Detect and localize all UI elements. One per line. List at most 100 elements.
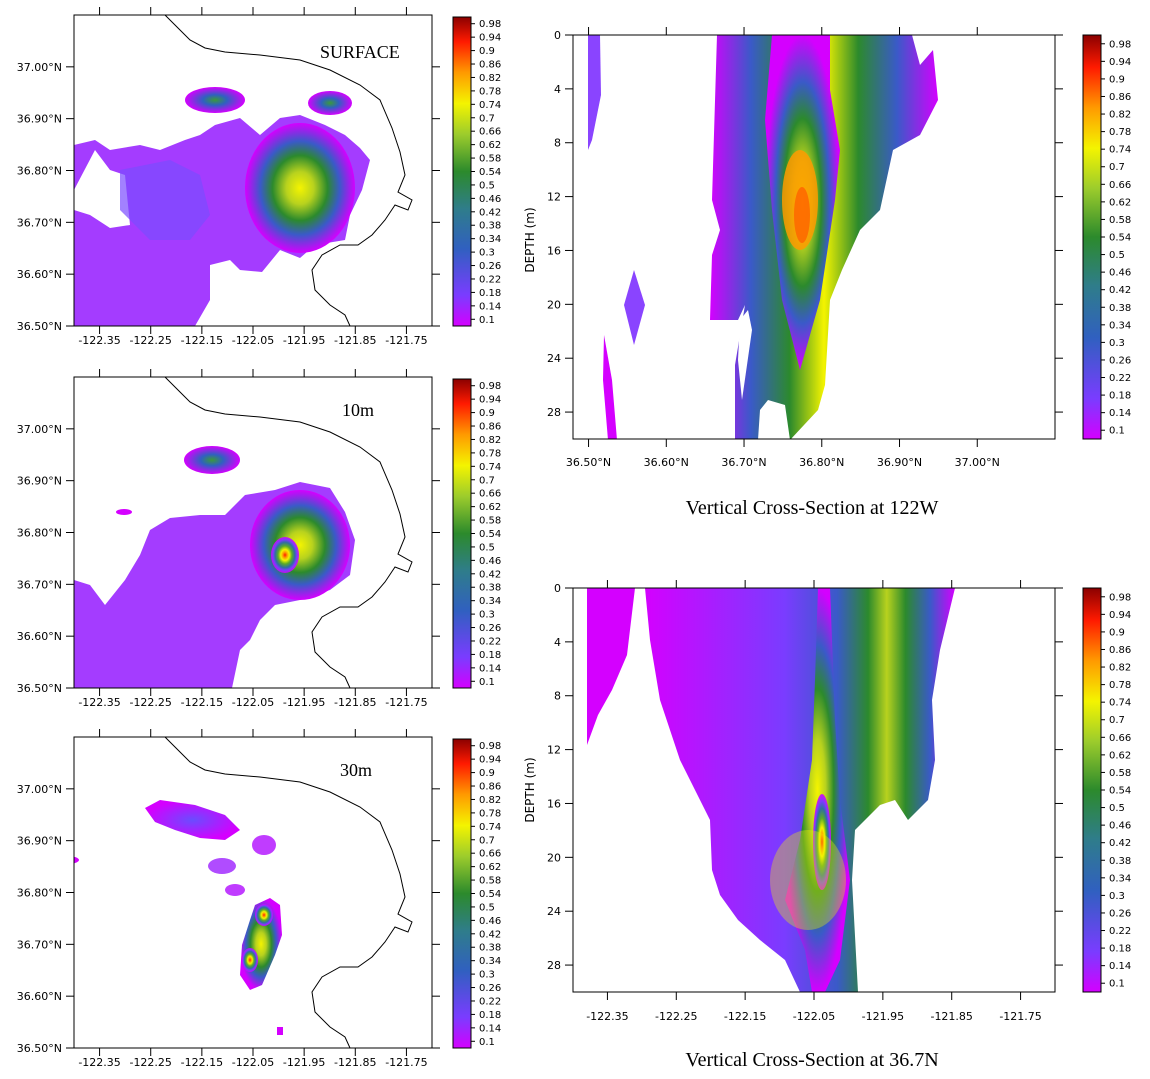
x-tick-label: -121.75 xyxy=(999,1010,1041,1023)
colorbar-label: 0.62 xyxy=(479,502,501,513)
colorbar-label: 0.78 xyxy=(1109,680,1131,691)
sec1-caption: Vertical Cross-Section at 122W xyxy=(686,497,939,519)
colorbar-label: 0.94 xyxy=(479,755,501,766)
x-tick-label: -122.15 xyxy=(181,696,223,709)
colorbar-label: 0.22 xyxy=(479,636,501,647)
x-tick-label: -122.05 xyxy=(232,1056,274,1069)
y-tick-label: 36.50°N xyxy=(17,1042,62,1055)
y-tick-label: 28 xyxy=(547,959,561,972)
colorbar-label: 0.1 xyxy=(479,1037,495,1048)
sec1-sliver xyxy=(603,335,617,439)
sec2-peak xyxy=(813,794,831,890)
x-tick-label: -122.25 xyxy=(129,1056,171,1069)
colorbar-label: 0.66 xyxy=(1109,180,1131,191)
colorbar-label: 0.62 xyxy=(1109,750,1131,761)
x-tick-label: -121.85 xyxy=(334,696,376,709)
y-tick-label: 20 xyxy=(547,298,561,311)
sec2-core xyxy=(785,588,850,992)
colorbar-label: 0.1 xyxy=(1109,426,1125,437)
colorbar-label: 0.26 xyxy=(1109,355,1131,366)
colorbar-label: 0.74 xyxy=(479,822,501,833)
colorbar xyxy=(1082,34,1102,440)
colorbar-label: 0.66 xyxy=(479,127,501,138)
colorbar-label: 0.38 xyxy=(479,943,501,954)
x-tick-label: -121.75 xyxy=(385,696,427,709)
colorbar-label: 0.78 xyxy=(1109,127,1131,138)
colorbar-label: 0.98 xyxy=(479,741,501,752)
y-tick-label: 36.80°N xyxy=(17,887,62,900)
colorbar-label: 0.9 xyxy=(479,768,495,779)
y-tick-label: 24 xyxy=(547,352,561,365)
m10-hotspot-peak xyxy=(271,537,299,573)
surface-field xyxy=(74,15,413,326)
colorbar-label: 0.14 xyxy=(479,301,501,312)
map-panel-surface: SURFACE xyxy=(73,14,433,327)
m30-peak-upper xyxy=(255,904,273,926)
colorbar-label: 0.1 xyxy=(1109,979,1125,990)
x-tick-label: -122.15 xyxy=(724,1010,766,1023)
x-tick-label: -122.15 xyxy=(181,334,223,347)
sec1-peak-inner xyxy=(794,187,810,243)
m10-hotspot-north xyxy=(184,446,240,474)
m30-blob-dot4 xyxy=(252,835,276,855)
m10-dot xyxy=(116,509,132,515)
x-tick-label: 36.80°N xyxy=(799,456,844,469)
y-tick-label: 0 xyxy=(554,582,561,595)
colorbar-label: 0.42 xyxy=(1109,285,1131,296)
colorbar-label: 0.58 xyxy=(1109,215,1131,226)
colorbar-label: 0.42 xyxy=(479,929,501,940)
colorbar-label: 0.86 xyxy=(1109,92,1131,103)
colorbar-label: 0.3 xyxy=(479,248,495,259)
colorbar-label: 0.82 xyxy=(1109,663,1131,674)
colorbar-label: 0.34 xyxy=(479,596,501,607)
surface-hotspot-core xyxy=(245,123,355,253)
colorbar-label: 0.98 xyxy=(479,381,501,392)
surface-coastline xyxy=(164,15,413,326)
map-panel-10m: 10m xyxy=(73,376,433,689)
colorbar-label: 0.14 xyxy=(479,663,501,674)
colorbar-label: 0.14 xyxy=(1109,408,1131,419)
m10-title: 10m xyxy=(342,400,374,420)
x-tick-label: -122.25 xyxy=(655,1010,697,1023)
section-367n: DEPTH (m) Vertical Cross-Section at 36.7… xyxy=(523,587,1056,1071)
colorbar-label: 0.9 xyxy=(479,408,495,419)
m30-blob-dot3 xyxy=(225,884,245,896)
x-tick-label: -122.05 xyxy=(793,1010,835,1023)
m30-peak-lower xyxy=(242,948,258,972)
colorbar-label: 0.5 xyxy=(1109,803,1125,814)
colorbar-label: 0.78 xyxy=(479,86,501,97)
colorbar-label: 0.66 xyxy=(479,849,501,860)
colorbar-label: 0.38 xyxy=(1109,303,1131,314)
colorbar-label: 0.94 xyxy=(479,33,501,44)
y-tick-label: 36.70°N xyxy=(17,938,62,951)
colorbar-label: 0.5 xyxy=(479,542,495,553)
y-tick-label: 36.90°N xyxy=(17,113,62,126)
colorbar-label: 0.78 xyxy=(479,448,501,459)
y-tick-label: 0 xyxy=(554,29,561,42)
colorbar-label: 0.18 xyxy=(479,288,501,299)
sec2-ylabel: DEPTH (m) xyxy=(523,757,537,822)
colorbar-label: 0.66 xyxy=(479,489,501,500)
y-tick-label: 37.00°N xyxy=(17,423,62,436)
colorbar-label: 0.42 xyxy=(1109,838,1131,849)
colorbar xyxy=(452,16,472,327)
colorbar-label: 0.86 xyxy=(479,422,501,433)
y-tick-label: 16 xyxy=(547,797,561,810)
colorbar-label: 0.46 xyxy=(1109,821,1131,832)
sec1-diamond xyxy=(624,270,645,345)
colorbar-label: 0.3 xyxy=(1109,891,1125,902)
x-tick-label: -121.85 xyxy=(334,334,376,347)
sec1-field xyxy=(588,35,938,439)
colorbar-label: 0.38 xyxy=(1109,856,1131,867)
colorbar-label: 0.74 xyxy=(1109,698,1131,709)
colorbar-label: 0.82 xyxy=(479,435,501,446)
x-tick-label: 37.00°N xyxy=(955,456,1000,469)
m30-field xyxy=(74,737,413,1048)
colorbar-label: 0.22 xyxy=(1109,373,1131,384)
colorbar-label: 0.18 xyxy=(479,650,501,661)
m30-dot5 xyxy=(277,1027,283,1035)
colorbar-label: 0.98 xyxy=(1109,39,1131,50)
y-tick-label: 16 xyxy=(547,244,561,257)
x-tick-label: -122.05 xyxy=(232,334,274,347)
y-tick-label: 28 xyxy=(547,406,561,419)
